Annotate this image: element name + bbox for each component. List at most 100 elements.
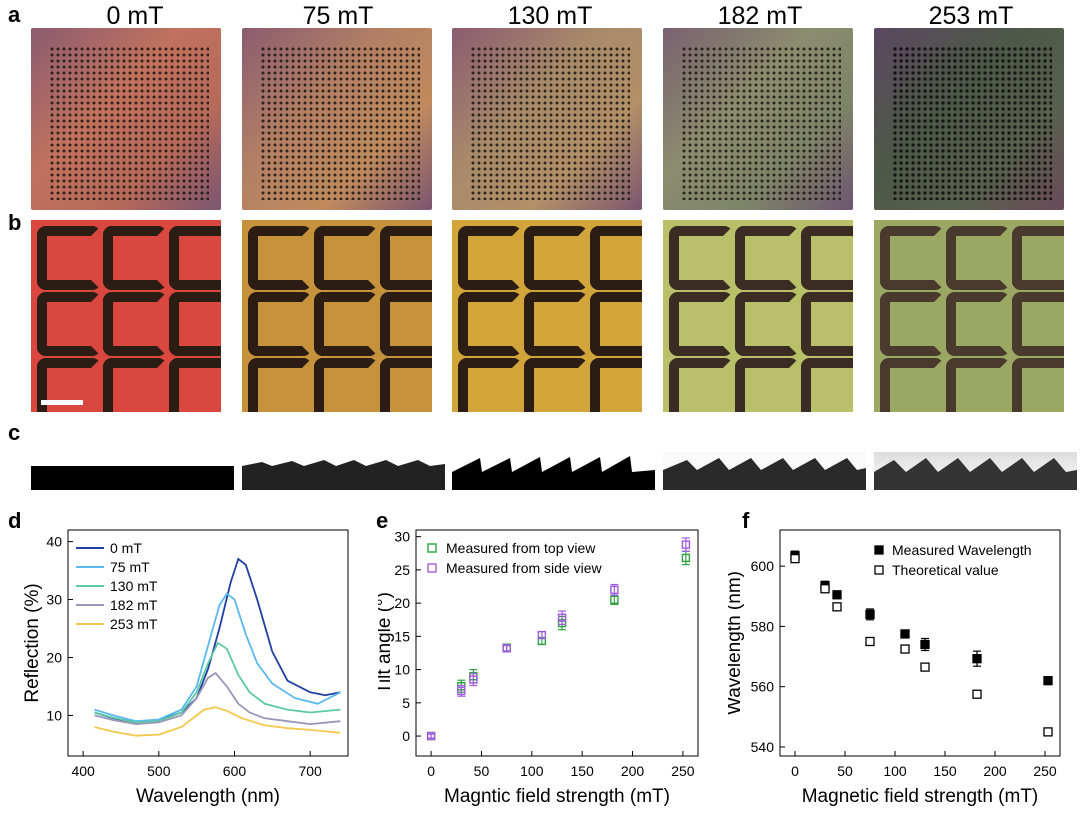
legend-swatch	[427, 563, 437, 573]
panel-label-a: a	[8, 2, 21, 27]
x-tick-label: 500	[147, 763, 171, 779]
photo-a-0mT	[31, 28, 221, 210]
data-point	[920, 662, 930, 672]
y-tick-label: 30	[394, 529, 410, 545]
data-point	[1043, 727, 1053, 737]
series-line-130-mT	[94, 641, 341, 724]
x-tick-label: 700	[298, 763, 322, 779]
field-label-2: 130 mT	[507, 2, 593, 30]
legend-swatch	[427, 543, 437, 553]
panel-label-f: f	[742, 508, 750, 533]
data-point	[900, 629, 910, 639]
x-axis-label: Magntic field strength (mT)	[444, 786, 670, 807]
data-point	[832, 602, 842, 612]
y-tick-label: 5	[402, 695, 410, 711]
x-tick-label: 200	[983, 763, 1007, 779]
data-point	[865, 636, 875, 647]
photo-b-130mT	[452, 220, 642, 412]
panel-label-e: e	[376, 508, 389, 533]
legend-label: Measured from top view	[446, 540, 596, 556]
legend-swatch	[874, 565, 884, 575]
data-point	[900, 644, 910, 654]
legend-label: 75 mT	[110, 559, 150, 575]
y-tick-label: 40	[46, 534, 62, 550]
sideview-182mT	[663, 452, 866, 490]
data-point	[557, 613, 567, 622]
legend-label: Measured Wavelength	[892, 542, 1032, 558]
x-tick-label: 250	[671, 763, 695, 779]
x-tick-label: 100	[883, 763, 907, 779]
series-line-253-mT	[94, 706, 341, 737]
photo-a-182mT	[663, 28, 853, 210]
data-point	[681, 540, 691, 549]
y-axis-label: Reflection (%)	[22, 583, 43, 702]
data-point	[610, 585, 619, 595]
photo-b-0mT	[31, 220, 221, 412]
data-point	[457, 686, 466, 696]
x-tick-label: 150	[570, 763, 594, 779]
chart-e-tilt-angle: 0 50 100 150 200 250 0 5 10 15 20 25 30 Magntic field…	[378, 529, 699, 807]
x-tick-label: 50	[837, 763, 853, 779]
series-line-182-mT	[94, 671, 341, 726]
x-tick-label: 250	[1033, 763, 1057, 779]
series-line-75-mT	[94, 592, 341, 723]
y-tick-label: 30	[46, 592, 62, 608]
photo-a-253mT	[874, 28, 1064, 210]
data-point	[537, 630, 547, 640]
data-point	[790, 553, 800, 564]
field-label-4: 253 mT	[928, 2, 1014, 30]
data-point	[832, 590, 842, 600]
y-tick-label: 0	[402, 728, 410, 744]
x-tick-label: 200	[621, 763, 645, 779]
legend-label: 130 mT	[110, 578, 158, 594]
plot-frame	[415, 529, 699, 757]
y-tick-label: 20	[46, 649, 62, 665]
data-point	[610, 595, 619, 604]
data-point	[681, 553, 691, 563]
photo-b-75mT	[242, 220, 432, 412]
field-label-0: 0 mT	[106, 2, 164, 30]
panel-label-b: b	[8, 210, 22, 235]
data-point	[426, 731, 436, 741]
field-label-1: 75 mT	[302, 2, 374, 30]
x-tick-label: 400	[71, 763, 95, 779]
x-axis-label: Wavelength (nm)	[136, 786, 280, 807]
x-tick-label: 50	[474, 763, 490, 779]
y-tick-label: 20	[394, 595, 410, 611]
data-point	[865, 609, 875, 620]
x-tick-label: 0	[427, 763, 435, 779]
photo-a-75mT	[242, 28, 432, 210]
y-tick-label: 560	[751, 679, 775, 695]
photo-a-130mT	[452, 28, 642, 210]
panel-label-c: c	[8, 420, 21, 445]
y-tick-label: 10	[46, 707, 62, 723]
y-tick-label: 540	[751, 739, 775, 755]
sideview-253mT	[874, 452, 1077, 490]
legend-label: Theoretical value	[892, 562, 999, 578]
x-tick-label: 100	[520, 763, 544, 779]
y-tick-label: 580	[751, 618, 775, 634]
data-point	[1043, 676, 1053, 686]
legend-swatch	[874, 545, 884, 555]
legend-label: 182 mT	[110, 597, 158, 613]
y-axis-label: Tilt angle (°)	[378, 592, 395, 694]
photo-b-253mT	[874, 220, 1064, 412]
chart-f-wavelength: 0 50 100 150 200 250 540 560 580 600 Magnetic fiel…	[728, 529, 1061, 807]
panel-label-d: d	[8, 508, 22, 533]
data-point	[820, 584, 830, 594]
chart-d-reflection-spectra: 400 500 600 700 10 20 30 40 Wavelength (nm) Refle…	[22, 529, 349, 807]
plot-frame	[67, 529, 349, 757]
legend-label: 0 mT	[110, 540, 142, 556]
y-tick-label: 600	[751, 558, 775, 574]
data-point	[972, 654, 982, 664]
sideview-130mT	[452, 452, 655, 490]
data-point	[972, 689, 982, 699]
scale-bar	[41, 400, 83, 405]
y-tick-label: 25	[394, 562, 410, 578]
legend-label: Measured from side view	[446, 560, 603, 576]
x-axis-label: Magnetic field strength (mT)	[802, 786, 1039, 807]
photo-b-182mT	[663, 220, 853, 412]
x-tick-label: 600	[223, 763, 247, 779]
y-axis-label: Wavelength (nm)	[728, 571, 745, 715]
x-tick-label: 150	[933, 763, 957, 779]
